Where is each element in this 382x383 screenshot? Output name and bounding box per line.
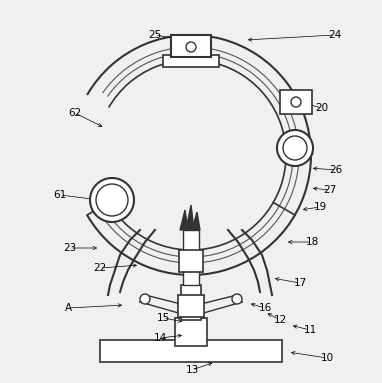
Bar (183, 230, 199, 285)
Bar (163, 55, 219, 67)
Polygon shape (180, 210, 188, 230)
Polygon shape (186, 205, 194, 230)
Text: 25: 25 (148, 30, 162, 40)
Text: 62: 62 (68, 108, 82, 118)
Text: 23: 23 (63, 243, 77, 253)
Text: 16: 16 (258, 303, 272, 313)
Text: 15: 15 (156, 313, 170, 323)
Bar (178, 295, 204, 317)
Text: 26: 26 (329, 165, 343, 175)
Bar (280, 90, 312, 114)
Bar (179, 250, 203, 272)
Text: 27: 27 (324, 185, 337, 195)
Text: 22: 22 (93, 263, 107, 273)
Circle shape (186, 42, 196, 52)
Text: A: A (65, 303, 71, 313)
Text: 13: 13 (185, 365, 199, 375)
Bar (181, 285, 201, 320)
Circle shape (232, 294, 242, 304)
Text: 61: 61 (53, 190, 66, 200)
Text: 11: 11 (303, 325, 317, 335)
Text: 17: 17 (293, 278, 307, 288)
Polygon shape (192, 212, 200, 230)
Circle shape (140, 294, 150, 304)
Circle shape (277, 130, 313, 166)
Text: 63: 63 (301, 148, 315, 158)
Bar (175, 318, 207, 346)
Text: 19: 19 (313, 202, 327, 212)
Circle shape (291, 97, 301, 107)
Circle shape (90, 178, 134, 222)
Text: 24: 24 (329, 30, 342, 40)
Text: 10: 10 (320, 353, 333, 363)
Bar (100, 340, 282, 362)
Text: 14: 14 (154, 333, 167, 343)
Text: 18: 18 (305, 237, 319, 247)
Text: 20: 20 (316, 103, 329, 113)
Bar (171, 35, 211, 57)
Text: 12: 12 (274, 315, 286, 325)
